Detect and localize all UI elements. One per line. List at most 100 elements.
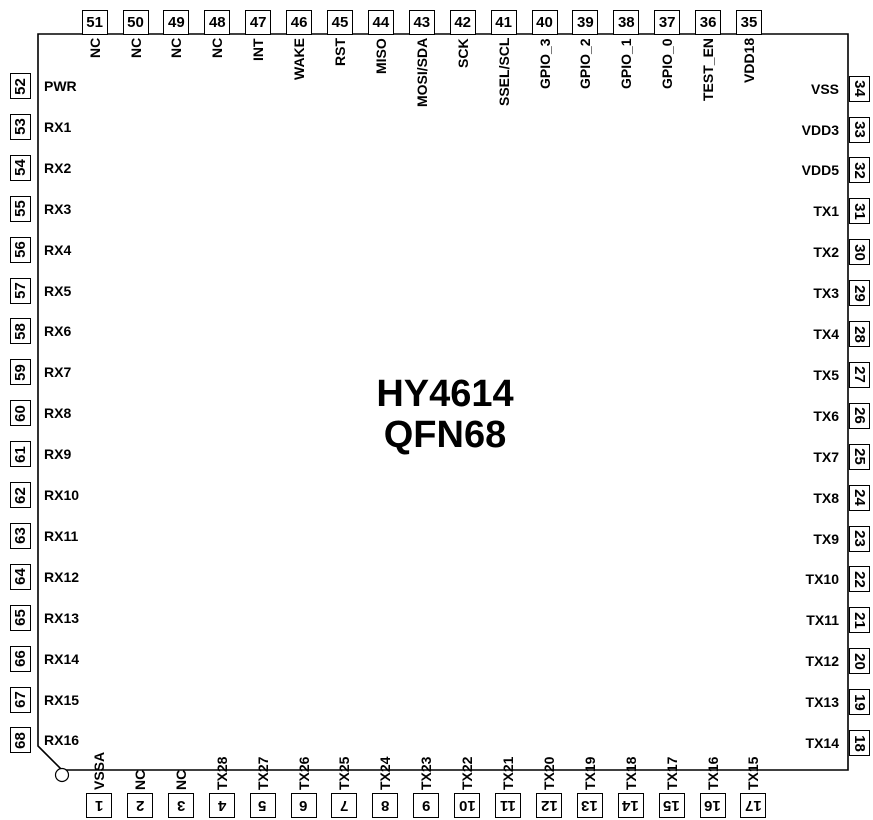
pin-number-text: 49: [168, 14, 185, 31]
pin-number-42: 42: [449, 10, 476, 35]
pin-number-58: 58: [10, 318, 31, 345]
pin-label-48: NC: [209, 37, 226, 58]
pin-number-text: 2: [135, 797, 145, 814]
pin-label-59: RX7: [44, 364, 72, 381]
pin-number-text: 44: [372, 14, 390, 31]
chip-package-type: QFN68: [383, 414, 507, 456]
pin-number-text: 62: [12, 486, 29, 504]
pin-number-text: 59: [12, 363, 29, 381]
pin-number-text: 3: [176, 797, 185, 814]
pin-number-text: 42: [454, 14, 472, 31]
pin-number-6: 6: [290, 793, 317, 818]
pin-number-37: 37: [654, 10, 681, 35]
pin-number-3: 3: [167, 793, 194, 818]
pin-label-61: RX9: [44, 446, 72, 463]
pin-number-20: 20: [849, 648, 870, 675]
pin-number-44: 44: [367, 10, 394, 35]
pin-label-12: TX20: [540, 756, 557, 790]
pin-number-48: 48: [204, 10, 231, 35]
pin-label-64: RX12: [44, 568, 80, 585]
pin-label-13: TX19: [581, 756, 598, 790]
pin-number-text: 27: [851, 366, 868, 384]
pin-label-66: RX14: [44, 650, 80, 667]
pin-number-text: 17: [745, 797, 762, 814]
pin-number-text: 12: [540, 797, 558, 814]
pin-label-3: NC: [172, 769, 189, 790]
pin-number-32: 32: [849, 157, 870, 184]
pin-label-11: TX21: [500, 756, 516, 790]
pin-number-text: 19: [851, 693, 868, 711]
pin-number-text: 51: [86, 14, 103, 31]
pin-number-text: 43: [413, 14, 431, 31]
pin-number-49: 49: [163, 10, 190, 35]
pin-label-39: GPIO_2: [577, 38, 594, 89]
pin-label-56: RX4: [44, 241, 72, 258]
pin-number-60: 60: [10, 400, 31, 427]
pin-number-text: 68: [12, 732, 29, 749]
pin-label-14: TX18: [622, 756, 639, 790]
pin-number-56: 56: [10, 236, 31, 263]
pin-number-text: 58: [12, 323, 29, 340]
pin-label-18: TX14: [805, 735, 839, 751]
pin-number-41: 41: [490, 10, 517, 35]
pin-number-43: 43: [408, 10, 435, 35]
pin-label-51: NC: [86, 37, 103, 58]
pin-number-text: 54: [12, 159, 29, 177]
pin-number-text: 15: [663, 797, 680, 814]
pin-number-8: 8: [372, 793, 399, 818]
pin1-marker-dot: [54, 767, 70, 783]
pin-number-1: 1: [86, 793, 112, 818]
pin-number-30: 30: [849, 239, 870, 266]
chip-part-name: HY4614 QFN68: [300, 374, 590, 456]
pin-label-58: RX6: [44, 323, 72, 340]
pin-number-11: 11: [495, 793, 521, 818]
pin-number-text: 20: [851, 652, 868, 670]
pin-label-43: MOSI/SDA: [413, 37, 430, 107]
pin-label-60: RX8: [44, 405, 72, 422]
pin-number-text: 60: [12, 404, 29, 422]
pin-number-53: 53: [10, 113, 31, 140]
pin-number-19: 19: [849, 689, 870, 716]
pin-label-20: TX12: [805, 653, 839, 670]
pin-number-50: 50: [122, 10, 149, 35]
pin-label-52: PWR: [44, 78, 77, 94]
pin-number-text: 21: [851, 611, 868, 629]
pin-number-16: 16: [699, 793, 726, 818]
pin-number-text: 18: [851, 734, 868, 752]
pin-label-23: TX9: [813, 530, 839, 547]
pin-number-17: 17: [740, 793, 767, 818]
pin-number-39: 39: [572, 10, 599, 35]
pin-number-text: 53: [12, 118, 29, 136]
pin-number-51: 51: [81, 10, 108, 35]
pin-label-47: INT: [250, 38, 267, 61]
pin-number-text: 6: [299, 797, 308, 814]
pin-number-35: 35: [736, 10, 762, 35]
pin-number-text: 26: [851, 407, 868, 425]
pin-number-text: 47: [249, 14, 267, 31]
pin-number-27: 27: [849, 361, 870, 388]
pin-label-35: VDD18: [741, 37, 757, 83]
pin-label-2: NC: [131, 769, 148, 790]
pin-label-30: TX2: [813, 244, 839, 261]
chip-model: HY4614: [376, 373, 514, 415]
pin-number-text: 16: [704, 797, 721, 814]
pin-number-4: 4: [208, 793, 235, 818]
pin-number-21: 21: [849, 607, 870, 634]
pin-label-53: RX1: [44, 118, 72, 135]
pin-label-29: TX3: [813, 285, 839, 302]
pin-label-26: TX6: [813, 407, 839, 424]
pin-number-62: 62: [10, 482, 31, 508]
pin-number-31: 31: [849, 198, 870, 225]
pin-number-text: 66: [12, 650, 29, 667]
pin-number-text: 38: [617, 14, 635, 31]
pin-number-55: 55: [10, 195, 31, 222]
pin-label-50: NC: [127, 37, 144, 58]
pin-label-67: RX15: [44, 691, 80, 708]
pin-number-28: 28: [849, 321, 870, 347]
pin-number-text: 41: [495, 14, 512, 31]
pin-number-14: 14: [617, 793, 644, 818]
pin-number-45: 45: [327, 10, 353, 35]
pin-number-59: 59: [10, 359, 31, 386]
pin-number-text: 40: [536, 14, 553, 31]
pin-label-5: TX27: [254, 756, 271, 790]
